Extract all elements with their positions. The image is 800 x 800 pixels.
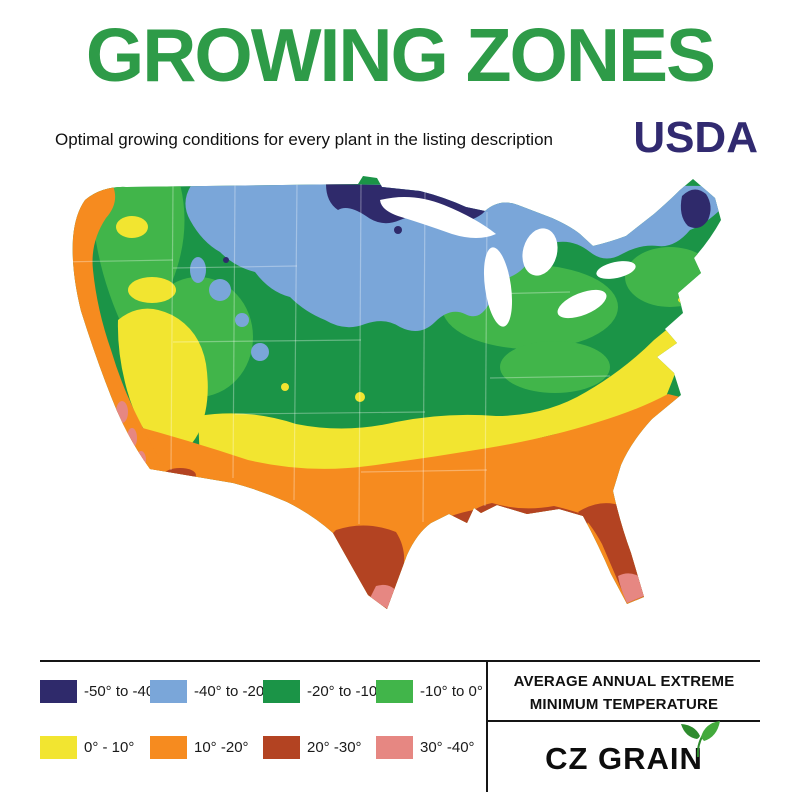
zone-yellow-region	[355, 392, 365, 402]
leaf-left	[680, 724, 700, 739]
zone-yellow-region	[128, 277, 176, 303]
brand-name-wrap: CZ GRAIN	[545, 721, 720, 777]
legend-item: -20° to -10°	[263, 680, 383, 703]
legend-label: 20° -30°	[307, 739, 362, 756]
temperature-note: AVERAGE ANNUAL EXTREME MINIMUM TEMPERATU…	[488, 670, 760, 717]
zone-pink-region	[127, 428, 137, 448]
page-title: GROWING ZONES	[85, 13, 716, 97]
legend-swatch-orange	[150, 736, 187, 759]
zone-blue-region	[190, 257, 206, 283]
state-line	[72, 259, 174, 263]
lake-michigan	[483, 247, 513, 327]
lake-superior	[380, 196, 496, 238]
state-line	[170, 184, 174, 471]
legend-label: -20° to -10°	[307, 683, 384, 700]
zone-blue-region	[235, 313, 249, 327]
legend-item: 30° -40°	[376, 736, 483, 759]
zone-group-yellow	[116, 216, 698, 478]
zone-light-green-region	[500, 341, 610, 393]
legend-item: -40° to -20°	[150, 680, 270, 703]
legend-label: 0° - 10°	[84, 739, 135, 756]
lake-huron	[522, 228, 558, 276]
zone-group-light-green	[88, 182, 715, 397]
legend-label: 10° -20°	[194, 739, 249, 756]
zone-pink-region	[618, 573, 644, 603]
legend-item: 0° - 10°	[40, 736, 150, 759]
zone-yellow-region	[678, 296, 698, 304]
legend-label: 30° -40°	[420, 739, 475, 756]
state-line	[172, 339, 362, 343]
legend-swatch-yellow	[40, 736, 77, 759]
state-line	[232, 184, 236, 479]
legend-item: -10° to 0°	[376, 680, 483, 703]
state-line	[358, 183, 362, 525]
usda-label: USDA	[633, 113, 758, 162]
legend-label: -50° to -40°	[84, 683, 161, 700]
state-line	[172, 265, 298, 269]
great-lakes	[380, 196, 636, 327]
legend-swatch-blue	[150, 680, 187, 703]
legend-swatch-dark-green	[263, 680, 300, 703]
footer-top-rule	[40, 660, 760, 662]
brand-name: CZ GRAIN	[545, 741, 703, 776]
legend-label: -10° to 0°	[420, 683, 483, 700]
zone-light-green-region	[625, 247, 715, 307]
zone-orange-region	[72, 178, 167, 478]
temperature-note-line2: MINIMUM TEMPERATURE	[529, 696, 719, 714]
footer-vertical-divider	[486, 660, 488, 792]
lake-ontario	[596, 261, 636, 279]
zone-blue-region	[209, 279, 231, 301]
legend-swatch-brick	[263, 736, 300, 759]
zone-yellow-region	[117, 308, 208, 453]
zone-brick-region	[330, 525, 405, 609]
zone-navy-region	[394, 226, 402, 234]
zone-pink-region	[116, 401, 128, 423]
zone-navy-region	[680, 189, 711, 228]
legend-swatch-navy	[40, 680, 77, 703]
legend-item: 10° -20°	[150, 736, 263, 759]
zone-yellow-region	[198, 322, 686, 478]
usda-zone-map	[30, 172, 770, 642]
sprout-leaf-icon	[680, 721, 720, 758]
info-panel-divider	[488, 720, 760, 722]
legend-item: -50° to -40°	[40, 680, 160, 703]
subtitle: Optimal growing conditions for every pla…	[55, 130, 553, 149]
legend-swatch-pink	[376, 736, 413, 759]
state-line	[234, 411, 426, 415]
us-map-svg	[72, 176, 721, 609]
zone-navy-region	[223, 257, 229, 263]
state-boundary-lines	[72, 183, 611, 525]
leaf-right	[700, 721, 720, 741]
legend-item: 20° -30°	[263, 736, 376, 759]
state-line	[360, 469, 488, 473]
zone-pink-region	[136, 451, 146, 469]
lake-erie	[557, 289, 607, 319]
zone-brick-region	[164, 468, 196, 482]
zone-legend: -50° to -40° -40° to -20° -20° to -10° -…	[40, 680, 483, 759]
state-line	[489, 375, 611, 379]
temperature-note-line1: AVERAGE ANNUAL EXTREME	[513, 673, 735, 690]
legend-label: -40° to -20°	[194, 683, 271, 700]
state-line	[293, 183, 298, 501]
legend-swatch-light-green	[376, 680, 413, 703]
subtitle-row: Optimal growing conditions for every pla…	[55, 104, 758, 162]
zone-blue-region	[251, 343, 269, 361]
zone-yellow-region	[281, 383, 289, 391]
brand-logo: CZ GRAIN	[488, 721, 760, 792]
state-line	[422, 189, 426, 523]
zone-yellow-region	[116, 216, 148, 238]
